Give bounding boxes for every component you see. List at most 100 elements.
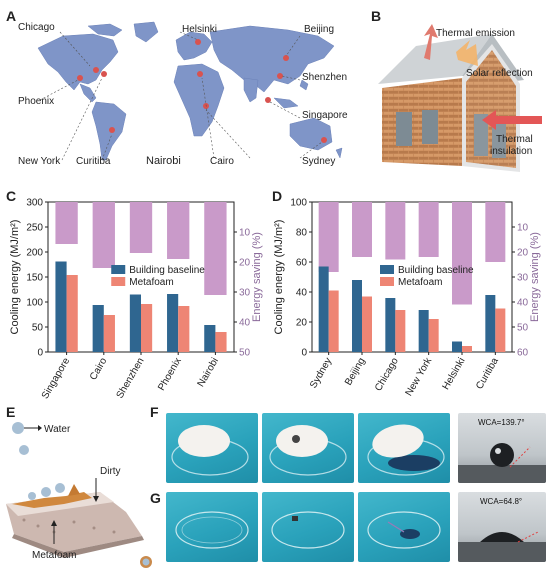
chart-d-xtick-label: Helsinki [441,356,468,392]
city-label-phoenix: Phoenix [18,96,54,107]
label-thermal-insulation-2: insulation [490,146,532,157]
pin-curitiba [109,127,115,133]
chart-d-baseline-bar [418,310,429,352]
city-label-newyork: New York [18,156,61,167]
chart-c-y2label: Energy saving (%) [251,232,263,322]
photo-g2 [262,492,354,562]
chart-d-saving-bar [318,202,339,272]
photo-g3 [358,492,450,562]
city-label-singapore: Singapore [302,110,348,121]
chart-d-saving-bar [385,202,406,260]
chart-c-y2tick-label: 40 [239,318,251,329]
chart-d-ytick-label: 0 [301,348,307,359]
chart-c-xtick-label: Cairo [88,356,110,383]
chart-c-ylabel: Cooling energy (MJ/m²) [9,220,21,335]
label-water: Water [44,424,71,435]
chart-d-legend-swatch [380,277,394,286]
chart-d-xtick-label: New York [404,355,435,398]
chart-c-ytick-label: 100 [26,298,43,309]
chart-c-xtick-label: Phoenix [156,356,184,393]
chart-c-metafoam-bar [66,275,78,352]
world-map: Chicago Helsinki Beijing Shenzhen Phoeni… [18,21,348,167]
panel-letter-g: G [150,490,161,506]
chart-d-y2tick-label: 60 [517,348,529,359]
chart-d-xtick-label: Chicago [373,356,401,394]
chart-c-baseline-bar [55,261,67,352]
chart-d-y2label: Energy saving (%) [529,232,541,322]
chart-d-saving-bar [352,202,372,257]
chart-d-baseline-bar [485,295,496,352]
wca-label-f: WCA=139.7° [478,418,525,427]
city-label-curitiba: Curitiba [76,156,111,167]
chart-d: 0 20 40 60 80 100 10 20 30 40 50 60 Sydney Beijing Chi… [273,198,541,399]
chart-d-xtick-label: Curitiba [474,356,501,392]
pin-singapore [265,97,271,103]
chart-c-saving-bar [92,202,115,268]
chart-d-baseline-bar [452,341,462,352]
chart-d-ylabel: Cooling energy (MJ/m²) [273,220,285,335]
photo-g-wca [458,492,546,562]
chart-d-saving-bar [485,202,506,262]
pin-beijing [283,55,289,61]
chart-d-metafoam-bar [395,310,406,352]
pin-sydney [321,137,327,143]
chart-c-y2tick-label: 30 [239,288,251,299]
panel-letter-b: B [371,8,382,24]
label-dirty: Dirty [100,466,121,477]
panel-letter-c: C [6,188,17,204]
chart-d-ytick-label: 20 [296,318,308,329]
wca-label-g: WCA=64.8° [480,497,523,506]
chart-c-saving-bar [204,202,227,295]
chart-d-legend-label: Metafoam [398,277,442,288]
chart-d-y2tick-label: 20 [517,248,529,259]
city-label-chicago: Chicago [18,22,55,33]
house-illustration: Thermal emission Solar reflection Therma… [378,24,542,172]
chart-c-saving-bar [167,202,190,259]
pin-shenzhen [277,73,283,79]
photo-g1 [166,492,258,562]
photo-f1 [166,413,258,483]
panel-letter-d: D [272,188,283,204]
chart-d-metafoam-bar [362,296,372,352]
chart-d-y2tick-label: 50 [517,323,529,334]
label-thermal-insulation-1: Thermal [496,134,533,145]
label-metafoam: Metafoam [32,550,76,561]
chart-d-y2tick-label: 10 [517,223,529,234]
city-label-sydney: Sydney [302,156,335,167]
chart-c-y2tick-label: 10 [239,228,251,239]
chart-d-baseline-bar [385,298,396,352]
chart-c-ytick-label: 50 [32,323,44,334]
chart-c-ytick-label: 300 [26,198,43,209]
pin-helsinki [195,39,201,45]
chart-d-metafoam-bar [495,308,506,352]
chart-c-ytick-label: 250 [26,223,43,234]
chart-d-xtick-label: Beijing [343,356,368,388]
chart-c-metafoam-bar [103,315,115,352]
chart-c-xtick-label: Shenzhen [115,356,147,401]
chart-d-saving-bar [418,202,439,257]
water-metafoam-illustration: Water Dirty Metafoam [6,422,152,568]
panel-letter-a: A [6,8,17,24]
chart-d-ytick-label: 60 [296,258,308,269]
chart-d-legend-label: Building baseline [398,265,474,276]
chart-d-ytick-label: 40 [296,288,308,299]
chart-d-ytick-label: 80 [296,228,308,239]
chart-c-legend-swatch [111,265,126,274]
city-label-cairo: Cairo [210,156,234,167]
chart-c-legend-label: Metafoam [129,277,173,288]
chart-c-baseline-bar [204,325,216,352]
chart-d-y2tick-label: 40 [517,298,529,309]
chart-c-legend-swatch [111,277,126,286]
chart-d-ytick-label: 100 [290,198,307,209]
city-label-shenzhen: Shenzhen [302,72,347,83]
chart-c-xtick-label: Singapore [40,356,73,401]
pin-newyork [101,71,107,77]
label-thermal-emission: Thermal emission [436,28,515,39]
chart-c-y2tick-label: 20 [239,258,251,269]
chart-c-legend-label: Building baseline [129,265,205,276]
chart-c: 0 50 100 150 200 250 300 10 20 30 40 50 Singapore Cai… [9,198,263,401]
chart-c-xtick-label: Nairobi [196,356,221,389]
city-label-beijing: Beijing [304,24,334,35]
chart-d-metafoam-bar [328,290,339,352]
city-label-helsinki: Helsinki [182,24,217,35]
